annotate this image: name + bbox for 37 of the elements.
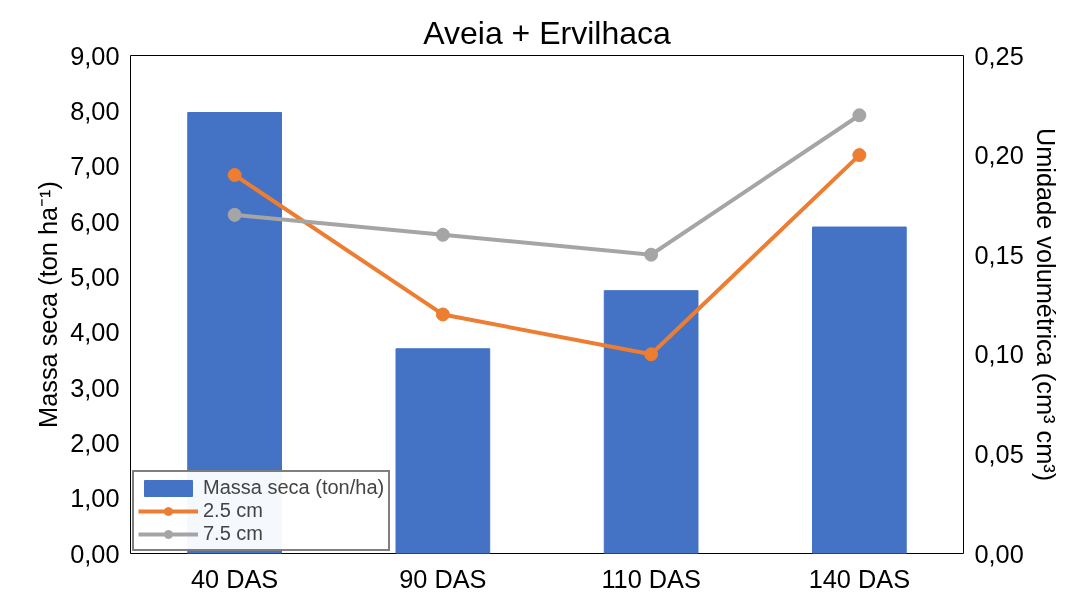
y2-axis-title: Umidade volumétrica (cm³ cm³) — [1031, 127, 1060, 482]
y-tick-label: 6,00 — [70, 207, 120, 236]
y-tick-label: 2,00 — [70, 428, 120, 457]
y-tick-label: 8,00 — [70, 96, 120, 125]
y-tick-label: 3,00 — [70, 373, 120, 402]
x-tick-label: 40 DAS — [190, 564, 279, 593]
y2-tick-label: 0,05 — [974, 439, 1024, 468]
y-tick-label: 1,00 — [70, 484, 120, 513]
bar — [812, 226, 907, 554]
legend-label: 7.5 cm — [203, 522, 264, 545]
y2-tick-label: 0,10 — [974, 340, 1024, 369]
point — [227, 207, 242, 222]
x-tick-label: 90 DAS — [399, 564, 487, 593]
y2-tick-label: 0,15 — [974, 240, 1024, 269]
y-tick-label: 5,00 — [70, 262, 120, 291]
legend-label: 2.5 cm — [203, 499, 264, 522]
point — [852, 108, 867, 123]
bar — [395, 348, 491, 554]
point — [435, 227, 450, 242]
y-tick-label: 9,00 — [70, 41, 120, 70]
chart-title: Aveia + Ervilhaca — [423, 14, 671, 51]
point — [227, 168, 242, 183]
y-tick-label: 7,00 — [70, 152, 120, 181]
point — [644, 247, 659, 262]
point — [644, 347, 659, 362]
y-axis-title: Massa seca (ton ha⁻¹) — [34, 181, 63, 428]
point — [852, 148, 867, 163]
legend-label: Massa seca (ton/ha) — [203, 476, 385, 499]
y-tick-label: 0,00 — [70, 539, 120, 568]
y2-tick-label: 0,25 — [974, 41, 1024, 70]
y2-tick-label: 0,00 — [974, 539, 1024, 568]
x-tick-label: 110 DAS — [601, 564, 701, 593]
x-tick-label: 140 DAS — [808, 564, 911, 593]
y-tick-label: 4,00 — [70, 318, 120, 347]
bar — [603, 290, 699, 554]
y2-tick-label: 0,20 — [974, 141, 1024, 170]
point — [435, 307, 450, 322]
